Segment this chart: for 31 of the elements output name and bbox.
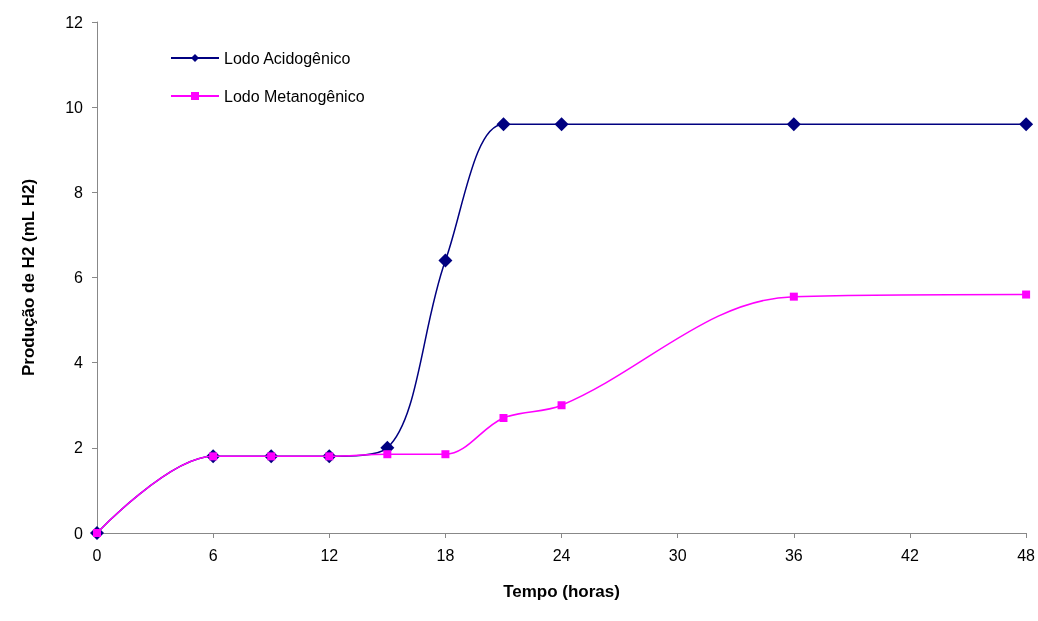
x-tick-label: 42	[901, 546, 919, 564]
x-axis-title: Tempo (horas)	[503, 582, 620, 601]
x-tick-label: 18	[436, 546, 455, 564]
point	[496, 117, 511, 132]
point	[1019, 117, 1034, 132]
point	[499, 414, 508, 423]
point	[786, 117, 801, 132]
x-tick-label: 30	[668, 546, 687, 564]
y-tick-label: 8	[74, 183, 84, 201]
y-tick-label: 10	[65, 98, 84, 116]
point	[554, 117, 569, 132]
x-tick-label: 48	[1017, 546, 1036, 564]
point	[441, 450, 450, 459]
point	[383, 450, 392, 459]
legend-label: Lodo Acidogênico	[224, 49, 351, 67]
point	[789, 292, 798, 301]
y-axis-title: Produção de H2 (mL H2)	[19, 178, 38, 377]
y-tick-label: 12	[65, 13, 84, 31]
point	[1022, 290, 1031, 299]
x-tick-label: 24	[552, 546, 571, 564]
point	[438, 253, 453, 268]
y-tick-label: 4	[74, 354, 84, 372]
y-tick-label: 2	[74, 439, 84, 457]
x-tick-label: 6	[208, 546, 218, 564]
x-tick-label: 36	[784, 546, 803, 564]
y-tick-label: 0	[74, 524, 84, 542]
x-tick-label: 0	[92, 546, 102, 564]
legend-label: Lodo Metanogênico	[224, 87, 365, 105]
point	[557, 401, 566, 410]
x-tick-label: 12	[320, 546, 339, 564]
y-tick-label: 6	[74, 269, 84, 286]
